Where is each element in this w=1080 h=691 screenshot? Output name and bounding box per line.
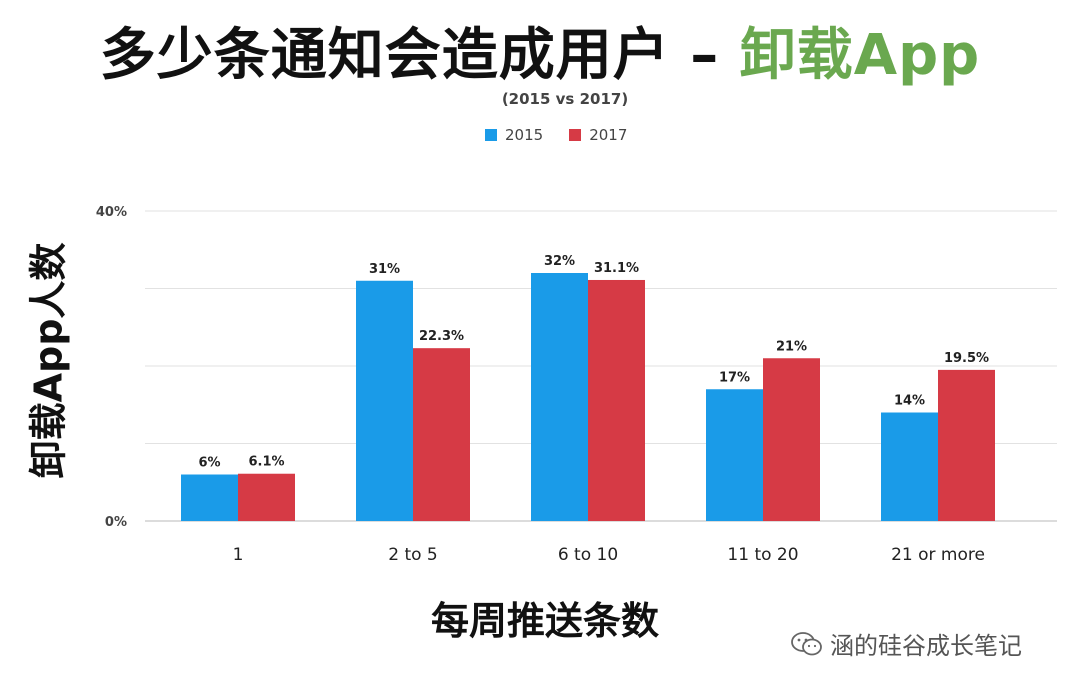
bar-2017-2 (588, 279, 645, 521)
chart-title-accent: 卸载App (739, 23, 981, 88)
bar-2017-3 (763, 358, 820, 521)
bar-2017-4 (938, 369, 995, 521)
x-tick-label-3: 11 to 20 (727, 545, 798, 565)
data-label-2017-1: 22.3% (419, 329, 464, 344)
data-label-2017-4: 19.5% (944, 351, 989, 366)
bar-2015-3 (706, 389, 763, 521)
legend-label-2015: 2015 (505, 126, 544, 144)
chart-legend: 2015 2017 (485, 126, 627, 144)
y-tick-label-1: 40% (96, 205, 127, 220)
data-label-2017-2: 31.1% (594, 261, 639, 276)
bar-2015-1 (356, 280, 413, 521)
wechat-icon (791, 631, 822, 655)
bar-2017-1 (413, 348, 470, 521)
data-label-2015-4: 14% (894, 394, 925, 409)
bar-2017-0 (238, 473, 295, 521)
bar-2015-0 (181, 474, 238, 521)
x-tick-label-2: 6 to 10 (558, 545, 618, 565)
x-tick-label-0: 1 (233, 545, 244, 565)
y-tick-label-0: 0% (105, 515, 127, 530)
legend-label-2017: 2017 (589, 126, 628, 144)
legend-swatch-2017 (569, 129, 582, 141)
data-label-2015-0: 6% (198, 456, 220, 471)
data-label-2015-1: 31% (369, 262, 400, 277)
bar-2015-4 (881, 412, 938, 521)
x-axis-label: 每周推送条数 (430, 599, 659, 643)
bar-2015-2 (531, 273, 588, 521)
chart-title: 多少条通知会造成用户 – 卸载App (0, 10, 1080, 91)
x-tick-label-4: 21 or more (891, 545, 985, 565)
watermark-text: 涵的硅谷成长笔记 (830, 632, 1022, 660)
data-label-2017-3: 21% (776, 339, 807, 354)
legend-item-2017: 2017 (569, 126, 627, 144)
watermark: 涵的硅谷成长笔记 (790, 626, 1022, 661)
legend-swatch-2015 (485, 129, 497, 141)
x-tick-label-1: 2 to 5 (388, 545, 438, 565)
data-label-2015-2: 32% (544, 254, 575, 269)
legend-item-2015: 2015 (485, 126, 543, 144)
chart-title-main: 多少条通知会造成用户 – (99, 23, 740, 88)
chart-subtitle: (2015 vs 2017) (501, 90, 629, 108)
data-label-2017-0: 6.1% (248, 455, 284, 470)
data-label-2015-3: 17% (719, 370, 750, 385)
